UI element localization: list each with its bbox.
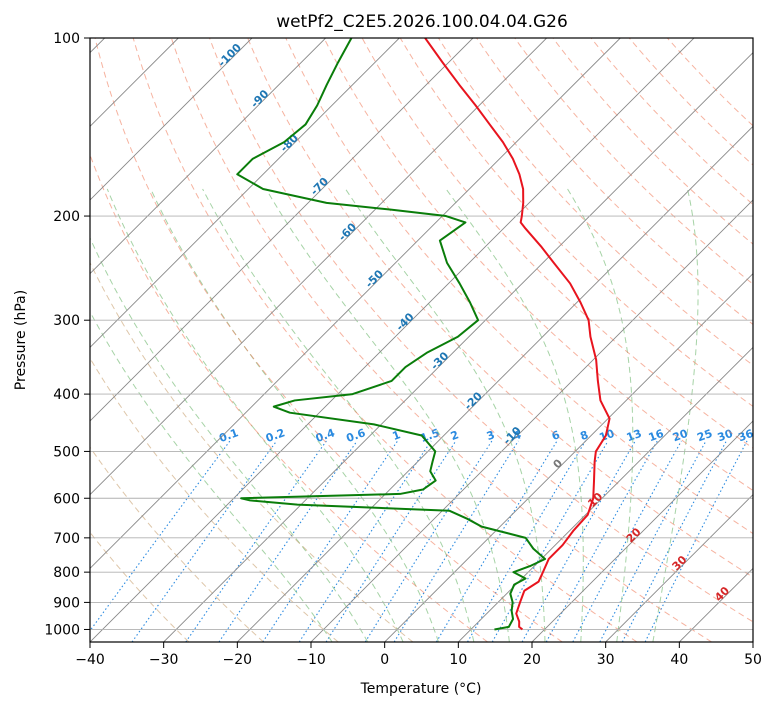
mixing-ratio-label: 0.2: [264, 426, 287, 445]
isotherm-line: [90, 38, 253, 201]
mixing-ratio-line: [185, 440, 327, 642]
mixing-ratio-line: [262, 440, 399, 642]
x-tick-label: 10: [449, 652, 467, 668]
dry-adiabat-line: [628, 38, 753, 166]
y-tick-label: 300: [53, 313, 80, 329]
profile-series: [236, 38, 611, 631]
dry-adiabat-line: [90, 446, 264, 642]
mixing-ratio-label: 0.6: [345, 426, 368, 445]
y-axis-title: Pressure (hPa): [13, 290, 29, 390]
x-tick-label: −10: [296, 652, 326, 668]
pressure-gridlines: [90, 38, 753, 630]
y-tick-label: 400: [53, 387, 80, 403]
mixing-ratio-label: 2: [449, 428, 461, 443]
x-tick-label: 30: [597, 652, 615, 668]
moist-adiabat-line: [90, 236, 369, 642]
plot-frame: [89, 37, 754, 643]
x-tick-label: 50: [744, 652, 762, 668]
isotherm-line: [237, 125, 753, 642]
moist-adiabat-line: [202, 188, 475, 642]
dry-adiabat-line: [94, 38, 563, 642]
isotherm-line: [531, 420, 753, 642]
mixing-ratio-label: 0.1: [217, 426, 240, 445]
mixing-ratio-label: 1.5: [419, 426, 442, 445]
dry-adiabat-line: [399, 38, 753, 408]
mixing-ratio-line: [467, 440, 586, 642]
temperature-profile-line: [424, 38, 611, 631]
y-tick-label: 600: [53, 491, 80, 507]
isotherm-line: [310, 199, 753, 642]
isotherm-line: [90, 38, 621, 569]
mixing-ratio-label: 8: [578, 428, 590, 443]
dewpoint-profile-line: [236, 38, 547, 631]
mixing-ratio-line: [90, 440, 231, 632]
moist-adiabat-line: [90, 310, 333, 642]
isotherm-line: [90, 38, 326, 275]
mixing-ratio-line: [218, 440, 358, 642]
mixing-ratio-label: 16: [647, 427, 666, 445]
mixing-ratio-label: 0.4: [314, 426, 337, 445]
isotherm-line: [90, 38, 400, 348]
mixing-ratio-line: [435, 440, 558, 642]
mixing-ratio-label: 6: [550, 428, 562, 443]
mixing-ratio-label: 20: [671, 427, 690, 445]
mixing-ratio-label: 13: [625, 427, 644, 444]
y-tick-label: 700: [53, 531, 80, 547]
x-tick-label: 40: [670, 652, 688, 668]
mixing-ratio-label: 3: [485, 428, 497, 443]
x-tick-label: 0: [380, 652, 389, 668]
dry-adiabat-line: [247, 38, 753, 578]
dry-adiabat-line: [209, 38, 753, 623]
x-tick-label: 20: [523, 652, 541, 668]
y-tick-label: 500: [53, 444, 80, 460]
moist-adiabat-line: [567, 188, 634, 642]
dry-adiabat-line: [590, 38, 753, 206]
dry-adiabat-line: [170, 38, 712, 642]
dry-adiabat-line: [514, 38, 753, 285]
x-axis-title: Temperature (°C): [360, 681, 482, 697]
mixing-ratio-label: 25: [695, 427, 714, 444]
y-tick-label: 800: [53, 565, 80, 581]
x-tick-label: −40: [75, 652, 105, 668]
y-tick-label: 900: [53, 595, 80, 611]
mixing-ratio-label: 30: [716, 427, 735, 445]
isotherm-line: [605, 494, 753, 642]
isotherm-line: [458, 346, 753, 642]
y-axis: 1000 900 800 700 600 500 400 300 200 100: [44, 31, 90, 638]
mixing-ratio-line: [393, 440, 519, 642]
x-axis: −40 −30 −20 −10 0 10 20 30 40 50: [75, 642, 762, 668]
isotherm-line: [90, 38, 474, 422]
y-tick-label: 200: [53, 209, 80, 225]
mixing-ratio-line: [131, 440, 278, 642]
moist-adiabat-line: [652, 188, 699, 642]
x-tick-label: −30: [149, 652, 179, 668]
dry-adiabat-line: [476, 38, 753, 326]
mixing-ratio-line: [491, 440, 609, 642]
isotherm-line: [163, 52, 753, 642]
mixing-ratio-line: [298, 440, 432, 642]
mixing-ratio-label: 36: [736, 427, 755, 445]
chart-title: wetPf2_C2E5.2026.100.04.04.G26: [276, 12, 568, 32]
mixing-ratio-label: 1: [391, 428, 403, 443]
moist-adiabat-line: [265, 188, 510, 642]
mixing-ratio-line: [599, 440, 707, 642]
skewed-isotherms: [90, 38, 753, 642]
dry-adiabat-line: [132, 38, 638, 642]
y-tick-label: 100: [53, 31, 80, 47]
mixing-ratio-line: [644, 440, 748, 642]
x-tick-label: −20: [223, 652, 253, 668]
dry-adiabat-line: [90, 261, 414, 642]
isotherm-line: [90, 38, 547, 496]
y-tick-label: 1000: [44, 622, 80, 638]
plot-area: 0.10.20.40.611.52346810131620253036 -100…: [90, 38, 755, 642]
isotherm-line: [384, 273, 753, 642]
dry-adiabat-line: [323, 38, 753, 492]
isotherm-line: [90, 38, 695, 642]
